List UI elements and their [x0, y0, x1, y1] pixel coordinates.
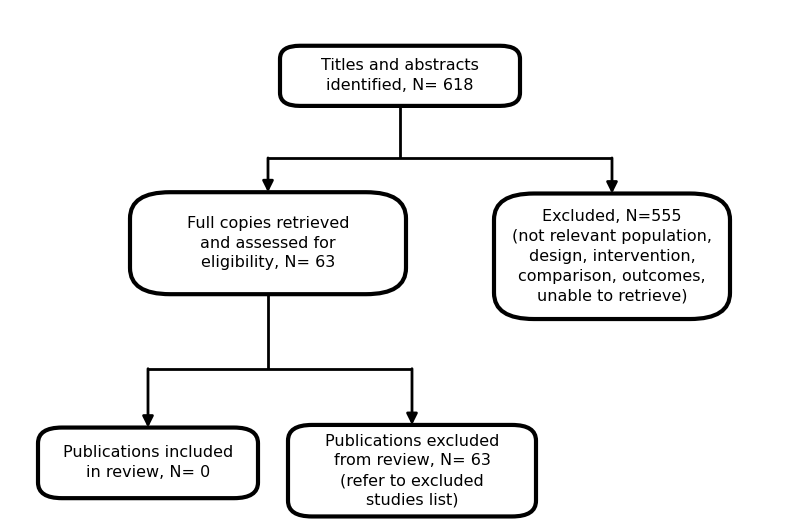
Text: Publications excluded
from review, N= 63
(refer to excluded
studies list): Publications excluded from review, N= 63… [325, 434, 499, 508]
FancyBboxPatch shape [494, 194, 730, 319]
FancyBboxPatch shape [38, 428, 258, 498]
Text: Excluded, N=555
(not relevant population,
design, intervention,
comparison, outc: Excluded, N=555 (not relevant population… [512, 209, 712, 303]
FancyBboxPatch shape [130, 192, 406, 294]
Text: Full copies retrieved
and assessed for
eligibility, N= 63: Full copies retrieved and assessed for e… [186, 216, 350, 270]
FancyBboxPatch shape [288, 425, 536, 517]
Text: Publications included
in review, N= 0: Publications included in review, N= 0 [63, 446, 233, 480]
FancyBboxPatch shape [280, 46, 520, 106]
Text: Titles and abstracts
identified, N= 618: Titles and abstracts identified, N= 618 [321, 59, 479, 93]
